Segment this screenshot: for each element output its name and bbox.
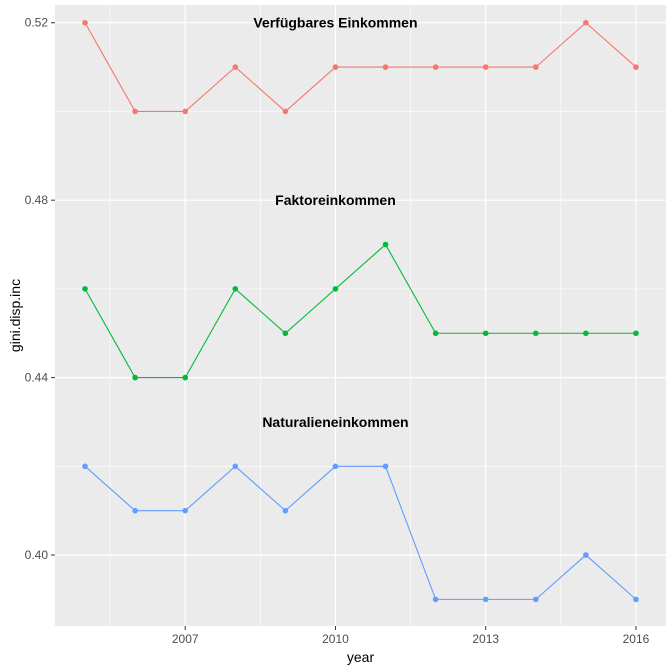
data-point <box>182 374 189 381</box>
series-line <box>84 243 636 379</box>
data-point <box>182 108 189 115</box>
data-point <box>82 463 88 470</box>
data-point <box>633 330 639 337</box>
series-line <box>84 465 637 600</box>
data-point <box>332 463 339 470</box>
series-1 <box>82 19 639 115</box>
y-tick-label: 0.48 <box>25 193 49 207</box>
series-layer <box>82 19 639 603</box>
series-line <box>84 22 637 113</box>
data-point <box>232 64 239 70</box>
x-tick-label: 2010 <box>322 632 349 646</box>
data-point <box>382 241 389 248</box>
y-tick-label: 0.52 <box>25 16 49 30</box>
series-3 <box>82 463 639 603</box>
series-annotation: Verfügbares Einkommen <box>253 15 417 31</box>
data-point <box>432 596 439 603</box>
data-point <box>232 463 239 470</box>
x-tick-label: 2013 <box>472 632 499 646</box>
data-point <box>382 64 389 70</box>
minor-gridlines <box>55 5 666 626</box>
data-point <box>482 64 489 70</box>
data-point <box>282 330 289 337</box>
series-annotation: Naturalieneinkommen <box>262 414 408 430</box>
data-point <box>382 463 389 470</box>
y-axis-title: gini.disp.inc <box>7 279 23 352</box>
data-point <box>132 374 138 381</box>
data-point <box>583 330 589 337</box>
data-point <box>583 19 589 26</box>
plot-panel <box>55 5 666 626</box>
data-point <box>482 596 489 603</box>
data-point <box>432 64 439 70</box>
data-point <box>132 507 138 514</box>
x-tick-label: 2016 <box>623 632 650 646</box>
data-point <box>282 507 289 514</box>
annotation-layer: Verfügbares Einkommen Faktoreinkommen Natu… <box>253 15 417 430</box>
data-point <box>132 108 138 115</box>
data-point <box>532 64 539 70</box>
series-2 <box>82 241 639 381</box>
data-point <box>633 64 639 70</box>
data-point <box>82 286 88 292</box>
data-point <box>482 330 489 337</box>
data-point <box>532 596 539 603</box>
x-axis-title: year <box>347 649 375 665</box>
major-gridlines <box>55 5 666 626</box>
y-axis: 0.40 0.44 0.48 0.52 <box>25 16 55 562</box>
data-point <box>432 330 439 337</box>
y-tick-label: 0.40 <box>25 548 49 562</box>
data-point <box>332 64 339 70</box>
data-point <box>182 507 189 514</box>
data-point <box>583 552 589 558</box>
y-tick-label: 0.44 <box>25 371 49 385</box>
data-point <box>532 330 539 337</box>
data-point <box>633 596 639 603</box>
x-axis: 2007 2010 2013 2016 <box>172 626 650 646</box>
x-tick-label: 2007 <box>172 632 199 646</box>
data-point <box>332 286 339 292</box>
series-annotation: Faktoreinkommen <box>275 192 396 208</box>
data-point <box>82 19 88 26</box>
data-point <box>232 286 239 292</box>
data-point <box>282 108 289 115</box>
